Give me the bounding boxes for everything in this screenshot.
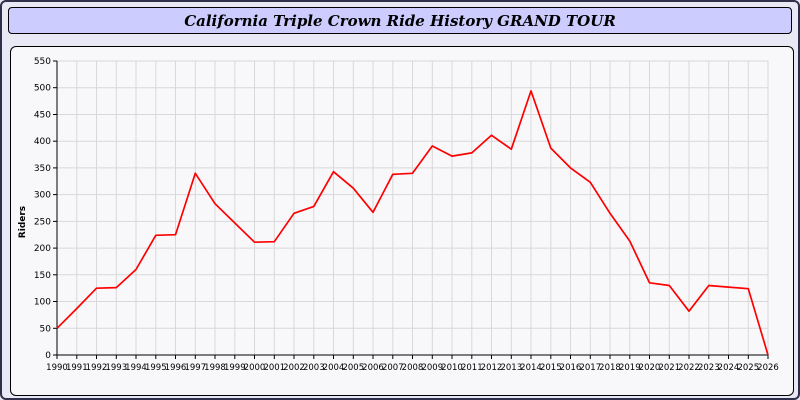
svg-text:2000: 2000 — [244, 363, 266, 373]
svg-text:350: 350 — [34, 164, 51, 174]
svg-text:1992: 1992 — [86, 363, 108, 373]
svg-text:1996: 1996 — [165, 363, 187, 373]
svg-text:2009: 2009 — [421, 363, 443, 373]
chart-title: California Triple Crown Ride History GRA… — [184, 11, 616, 30]
svg-text:300: 300 — [34, 191, 51, 201]
svg-text:2013: 2013 — [500, 363, 522, 373]
svg-text:2015: 2015 — [540, 363, 562, 373]
svg-text:500: 500 — [34, 84, 51, 94]
svg-text:2004: 2004 — [323, 363, 345, 373]
svg-text:2018: 2018 — [599, 363, 621, 373]
svg-text:2026: 2026 — [757, 363, 779, 373]
svg-text:1991: 1991 — [66, 363, 88, 373]
svg-text:2002: 2002 — [283, 363, 305, 373]
svg-text:2025: 2025 — [737, 363, 759, 373]
svg-text:1997: 1997 — [184, 363, 206, 373]
svg-text:250: 250 — [34, 217, 51, 227]
line-chart: 0501001502002503003504004505005501990199… — [34, 57, 779, 373]
svg-text:2019: 2019 — [619, 363, 641, 373]
svg-text:2014: 2014 — [520, 363, 542, 373]
svg-text:1998: 1998 — [204, 363, 226, 373]
svg-text:2005: 2005 — [342, 363, 364, 373]
svg-text:150: 150 — [34, 271, 51, 281]
svg-text:2012: 2012 — [481, 363, 503, 373]
svg-text:2010: 2010 — [441, 363, 463, 373]
svg-text:100: 100 — [34, 298, 51, 308]
svg-text:2008: 2008 — [402, 363, 424, 373]
svg-text:2022: 2022 — [678, 363, 700, 373]
svg-text:2017: 2017 — [579, 363, 601, 373]
svg-text:1993: 1993 — [105, 363, 127, 373]
svg-text:2003: 2003 — [303, 363, 325, 373]
svg-text:200: 200 — [34, 244, 51, 254]
chart-title-bar: California Triple Crown Ride History GRA… — [8, 7, 792, 34]
svg-text:2021: 2021 — [658, 363, 680, 373]
svg-text:1995: 1995 — [145, 363, 167, 373]
svg-text:2016: 2016 — [560, 363, 582, 373]
svg-text:2023: 2023 — [698, 363, 720, 373]
chart-panel: Riders 0 50 100 150 200 250 300 350 400 450 500 550… — [10, 46, 794, 396]
svg-text:2006: 2006 — [362, 363, 384, 373]
svg-text:1994: 1994 — [125, 363, 147, 373]
svg-text:2007: 2007 — [382, 363, 404, 373]
svg-text:400: 400 — [34, 137, 51, 147]
svg-text:0: 0 — [45, 351, 51, 361]
svg-text:1999: 1999 — [224, 363, 246, 373]
svg-text:2001: 2001 — [263, 363, 285, 373]
svg-text:2024: 2024 — [718, 363, 740, 373]
svg-text:550: 550 — [34, 57, 51, 67]
svg-text:2020: 2020 — [639, 363, 661, 373]
svg-text:450: 450 — [34, 111, 51, 121]
svg-text:1990: 1990 — [46, 363, 68, 373]
svg-text:50: 50 — [40, 324, 52, 334]
svg-text:2011: 2011 — [461, 363, 483, 373]
